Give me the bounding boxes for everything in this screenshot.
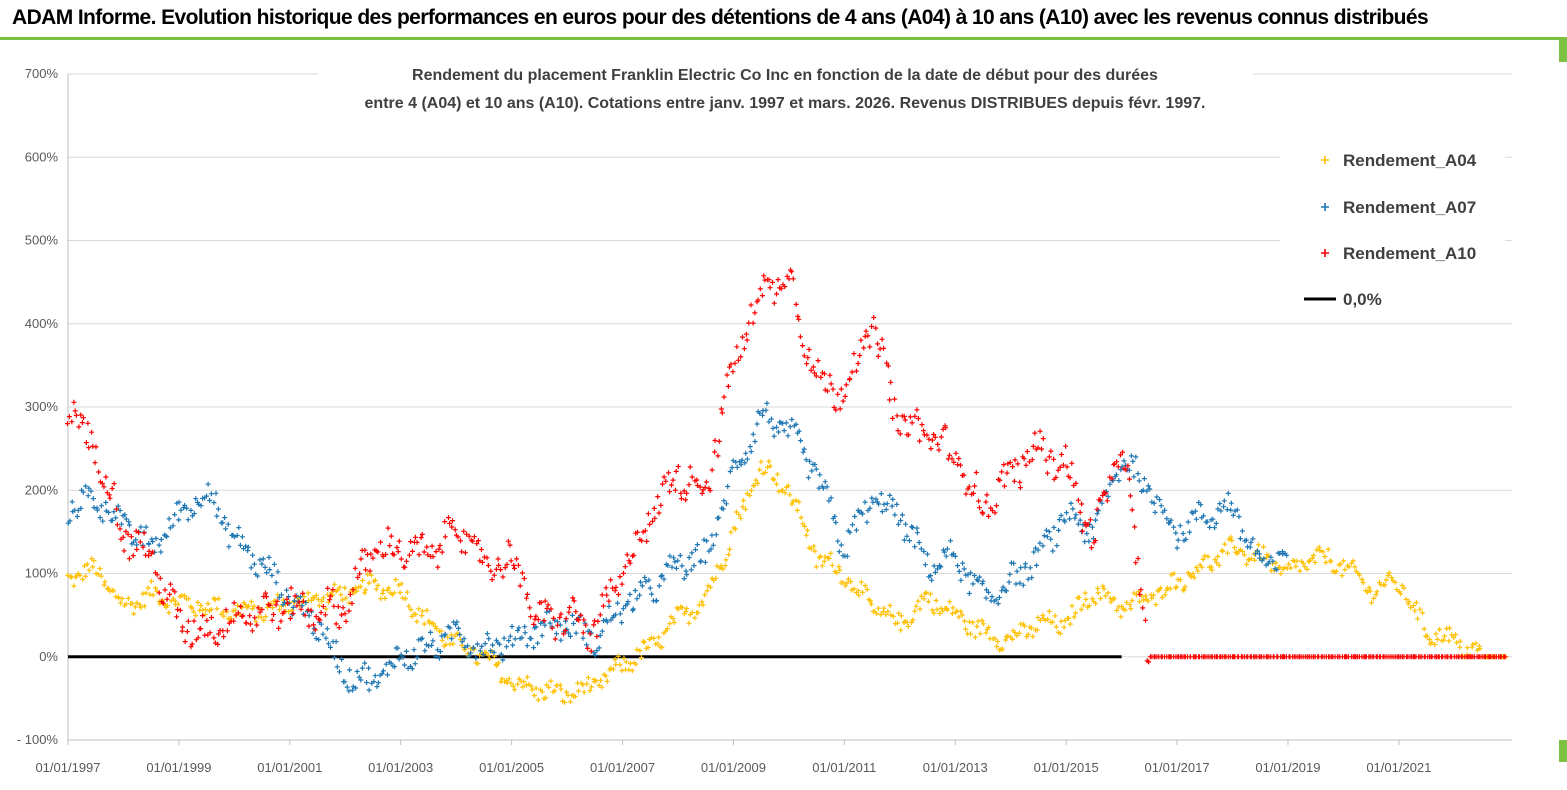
page-header: ADAM Informe. Evolution historique des p… [0,0,1567,40]
y-tick-label: 200% [25,482,59,497]
legend-label: 0,0% [1343,290,1382,309]
chart-title-line-1: Rendement du placement Franklin Electric… [412,67,1158,84]
x-tick-label: 01/01/2005 [479,760,544,775]
legend-label: Rendement_A10 [1343,244,1476,263]
x-tick-label: 01/01/2019 [1255,760,1320,775]
y-tick-label: 0% [39,649,58,664]
chart-title-line-2: entre 4 (A04) et 10 ans (A10). Cotations… [365,95,1206,112]
y-tick-label: 300% [25,399,59,414]
legend-label: Rendement_A07 [1343,198,1476,217]
y-tick-label: 500% [25,233,59,248]
x-axis: 01/01/1997 01/01/1999 01/01/2001 01/01/2003… [35,739,1512,775]
legend: Rendement_A04 Rendement_A07 Rendement_A10 0… [1280,136,1505,316]
y-tick-label: 700% [25,66,59,81]
frame-corner-bottom [1559,740,1567,762]
x-tick-label: 01/01/2009 [701,760,766,775]
chart: - 100% 0% 100% 200% 300% 400% 500% 600% 700% 01/… [17,58,1512,775]
x-tick-label: 01/01/1999 [146,760,211,775]
y-tick-label: 100% [25,566,59,581]
x-tick-label: 01/01/2013 [923,760,988,775]
x-tick-label: 01/01/2011 [812,760,876,775]
frame-corner-top [1559,40,1567,62]
x-tick-label: 01/01/2003 [368,760,433,775]
y-tick-label: - 100% [17,732,59,747]
x-tick-label: 01/01/2015 [1034,760,1099,775]
y-axis: - 100% 0% 100% 200% 300% 400% 500% 600% 700% [17,66,69,747]
legend-box [1280,136,1505,316]
legend-marker [1321,203,1329,211]
series-a04-points [65,458,1509,705]
x-tick-label: 01/01/2007 [590,760,655,775]
x-tick-label: 01/01/2017 [1145,760,1210,775]
data-marks [65,267,1509,705]
legend-marker [1321,156,1329,164]
x-tick-label: 01/01/2001 [257,760,322,775]
y-tick-label: 400% [25,316,59,331]
x-tick-label: 01/01/2021 [1366,760,1431,775]
legend-label: Rendement_A04 [1343,151,1477,170]
y-tick-label: 600% [25,149,59,164]
legend-marker [1321,249,1329,257]
x-tick-label: 01/01/1997 [35,760,100,775]
series-a07-points [65,400,1290,694]
chart-title: Rendement du placement Franklin Electric… [318,58,1253,122]
series-a10-points [65,267,1508,665]
page-title: ADAM Informe. Evolution historique des p… [12,6,1429,29]
chart-frame: - 100% 0% 100% 200% 300% 400% 500% 600% 700% 01/… [0,40,1567,790]
